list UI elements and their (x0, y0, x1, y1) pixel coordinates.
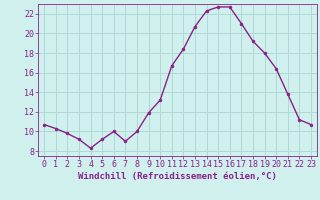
X-axis label: Windchill (Refroidissement éolien,°C): Windchill (Refroidissement éolien,°C) (78, 172, 277, 181)
